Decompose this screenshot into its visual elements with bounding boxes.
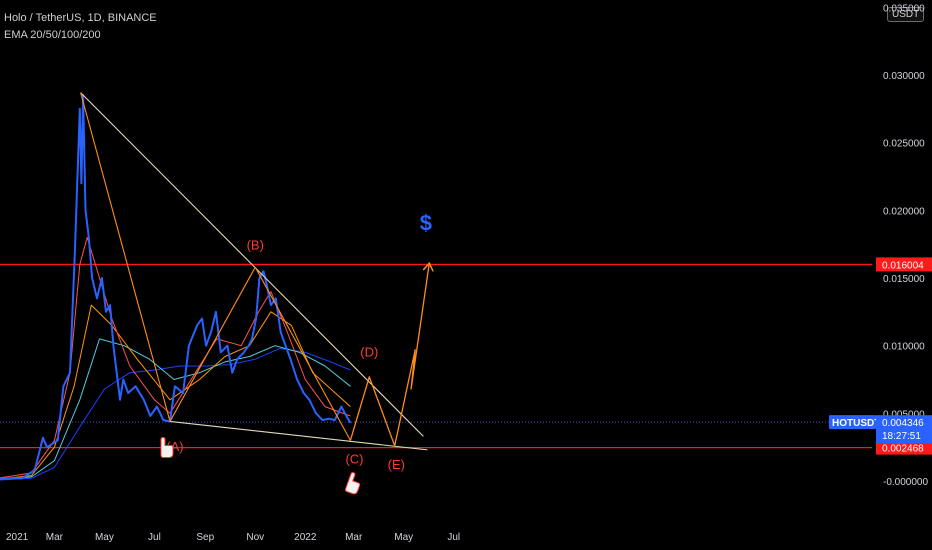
y-tick-label: 0.030000: [883, 71, 925, 82]
y-tick-label: -0.000000: [883, 477, 928, 488]
x-tick-label: Nov: [246, 532, 264, 543]
wedge-trendline: [80, 92, 424, 437]
symbol-label-box: [829, 415, 876, 430]
price-level-label-box: [876, 440, 932, 455]
x-tick-label: Jul: [148, 532, 161, 543]
x-tick-label: Jul: [447, 532, 460, 543]
pointing-hand-icon: [345, 472, 361, 495]
abc-wave-line: [169, 266, 256, 422]
symbol-label: HOTUSDT: [832, 418, 880, 429]
currency-badge[interactable]: USDT: [887, 7, 925, 22]
symbol-title: Holo / TetherUS, 1D, BINANCE: [4, 12, 157, 24]
x-tick-label: May: [95, 532, 114, 543]
projected-wave-path: [349, 265, 429, 447]
ema50-series-line: [0, 304, 351, 480]
y-tick-label: 0.025000: [883, 139, 925, 150]
x-tick-label: Sep: [196, 532, 214, 543]
y-tick-label: 0.010000: [883, 342, 925, 353]
wave-label: (E): [388, 457, 405, 472]
current-price-box: [876, 415, 932, 444]
y-tick-label: 0.020000: [883, 206, 925, 217]
abc-wave-line: [80, 92, 171, 422]
ema100-series-line: [0, 338, 351, 480]
price-level-label: 0.016004: [882, 260, 924, 271]
price-series-line: [0, 94, 352, 481]
wedge-trendline: [169, 420, 428, 451]
pointing-hand-icon: [160, 437, 174, 459]
x-tick-label: 2021: [6, 532, 29, 543]
x-tick-label: Mar: [345, 532, 363, 543]
abc-wave-line: [254, 266, 351, 441]
chart-legend: Holo / TetherUS, 1D, BINANCE EMA 20/50/1…: [4, 10, 157, 44]
y-tick-label: 0.035000: [883, 3, 925, 14]
y-tick-label: 0.015000: [883, 274, 925, 285]
x-tick-label: Mar: [46, 532, 64, 543]
dollar-annotation: $: [420, 211, 432, 236]
price-level-label-box: [876, 257, 932, 272]
indicator-title: EMA 20/50/100/200: [4, 29, 101, 41]
x-tick-label: May: [394, 532, 413, 543]
wave-label: (D): [360, 344, 378, 359]
wave-label: (C): [345, 451, 363, 466]
x-tick-label: 2022: [294, 532, 317, 543]
y-tick-label: 0.005000: [883, 409, 925, 420]
wave-label: (B): [247, 238, 264, 253]
price-level-label: 0.002468: [882, 444, 924, 455]
bar-countdown: 18:27:51: [882, 431, 921, 442]
current-price-value: 0.004346: [882, 418, 924, 429]
ema200-series-line: [0, 347, 351, 481]
